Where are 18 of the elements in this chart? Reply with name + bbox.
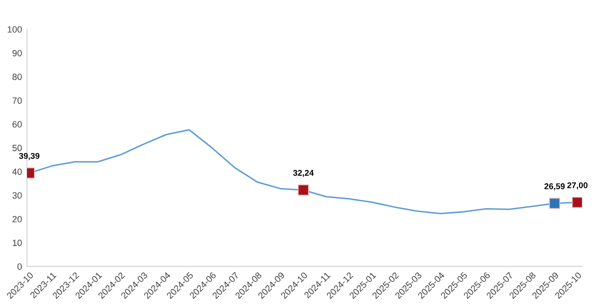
y-tick-label: 80 xyxy=(12,74,22,80)
y-tick-label: 50 xyxy=(12,144,22,152)
data-label: 32,24 xyxy=(293,170,314,178)
data-label: 27,00 xyxy=(567,182,588,190)
data-label: 39,39 xyxy=(19,152,40,160)
y-tick-label: 100 xyxy=(8,26,22,33)
y-tick-label: 10 xyxy=(12,240,22,246)
point xyxy=(549,198,560,209)
data-label: 26,59 xyxy=(544,183,565,190)
y-tick-label: 30 xyxy=(12,192,22,199)
y-tick-label: 0 xyxy=(17,263,22,270)
y-tick-label: 60 xyxy=(12,121,22,128)
y-tick-label: 40 xyxy=(12,168,22,175)
point xyxy=(572,196,582,208)
point xyxy=(298,184,309,196)
y-tick-label: 90 xyxy=(12,50,22,56)
y-tick-label: 20 xyxy=(12,216,22,222)
y-tick-label: 70 xyxy=(12,97,22,104)
